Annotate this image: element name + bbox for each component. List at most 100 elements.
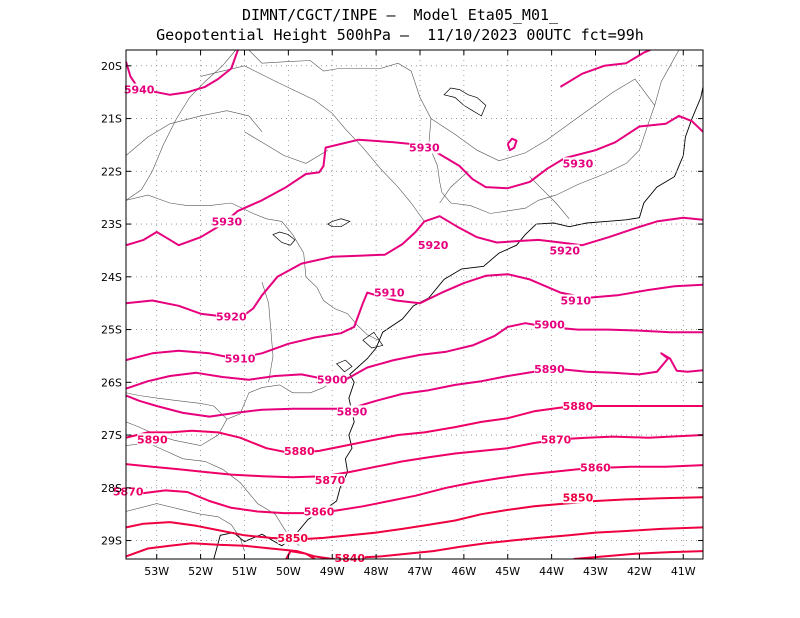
contour-label: 5890 xyxy=(337,405,368,418)
state-border xyxy=(244,131,328,164)
state-border xyxy=(430,78,655,162)
axis-ticks: 53W 52W 51W 50W 49W 48W 47W 46W 45W 44W 43W 42W 41W 2… xyxy=(101,50,703,578)
chart-title-line2: Geopotential Height 500hPa – 11/10/2023 … xyxy=(156,26,644,44)
contour-label: 5850 xyxy=(563,491,594,504)
x-tick-label: 41W xyxy=(671,565,696,578)
contour-label-bg xyxy=(374,286,405,299)
contour-label-bg xyxy=(534,363,565,376)
contour-label: 5910 xyxy=(560,295,591,308)
contour-5920 xyxy=(126,215,703,318)
contour-label-bg xyxy=(534,318,565,331)
contour-5930-north-east- xyxy=(559,50,651,88)
contour-5930-west- xyxy=(126,114,703,247)
contour-label-bg xyxy=(562,491,593,504)
state-border xyxy=(126,194,379,341)
contour-label-bg xyxy=(334,551,365,564)
lake-outline xyxy=(443,87,487,117)
contour-label: 5930 xyxy=(409,142,440,155)
contour-label: 5900 xyxy=(317,374,348,387)
contour-5900 xyxy=(126,322,703,390)
contour-label-bg xyxy=(211,215,242,228)
state-border xyxy=(126,376,349,420)
y-tick-label: 20S xyxy=(101,60,122,73)
state-border xyxy=(261,282,274,383)
x-tick-label: 49W xyxy=(320,565,345,578)
plot-frame xyxy=(125,49,704,560)
contour-layer xyxy=(126,50,703,559)
map-layer xyxy=(126,50,703,559)
contour-label: 5890 xyxy=(137,433,168,446)
contour-label-bg xyxy=(113,485,144,498)
contour-label: 5900 xyxy=(534,318,565,331)
state-border xyxy=(200,65,425,222)
state-border xyxy=(126,110,263,156)
x-tick-label: 52W xyxy=(188,565,213,578)
x-tick-label: 45W xyxy=(495,565,520,578)
state-border xyxy=(126,442,300,547)
contour-label: 5860 xyxy=(580,462,611,475)
contour-label: 5930 xyxy=(212,215,243,228)
y-tick-label: 25S xyxy=(101,324,122,337)
x-tick-label: 42W xyxy=(627,565,652,578)
contour-label-bg xyxy=(336,405,367,418)
contour-label: 5910 xyxy=(225,353,256,366)
contour-label-bg xyxy=(418,239,449,252)
contour-label-bg xyxy=(549,244,580,257)
contour-label: 5870 xyxy=(113,485,144,498)
contour-label: 5920 xyxy=(216,310,247,323)
contour-5870 xyxy=(126,434,703,479)
x-tick-label: 53W xyxy=(144,565,169,578)
contour-label-bg xyxy=(409,141,440,154)
contour-5910 xyxy=(126,273,703,362)
contour-label: 5940 xyxy=(124,84,155,97)
contour-label: 5870 xyxy=(541,433,572,446)
contour-label: 5910 xyxy=(374,287,405,300)
state-border xyxy=(126,503,245,552)
contour-label-bg xyxy=(124,83,155,96)
lake-outline xyxy=(327,218,351,228)
contour-label-bg xyxy=(225,352,256,365)
y-tick-label: 21S xyxy=(101,113,122,126)
x-tick-label: 47W xyxy=(408,565,433,578)
contour-label: 5930 xyxy=(563,157,594,170)
contour-5880 xyxy=(126,405,703,455)
lake-outline xyxy=(335,359,353,373)
x-tick-label: 50W xyxy=(276,565,301,578)
y-tick-label: 24S xyxy=(101,271,122,284)
contour-label-bg xyxy=(277,531,308,544)
contour-label-layer: 5940 5930 5930 5930 5920 5920 5920 5910 5910 5910… xyxy=(113,83,611,565)
contour-5930-island- xyxy=(506,137,518,152)
lake-outline xyxy=(362,331,384,349)
x-tick-label: 48W xyxy=(364,565,389,578)
contour-label: 5850 xyxy=(277,532,308,545)
contour-label: 5860 xyxy=(304,506,335,519)
contour-label-bg xyxy=(562,157,593,170)
chart-title-line1: DIMNT/CGCT/INPE – Model Eta05_M01_ xyxy=(241,6,559,24)
x-tick-label: 46W xyxy=(451,565,476,578)
contour-label-bg xyxy=(315,473,346,486)
contour-5830 xyxy=(573,550,703,559)
x-tick-label: 44W xyxy=(539,565,564,578)
contour-label: 5840 xyxy=(334,552,365,565)
contour-label-bg xyxy=(562,400,593,413)
y-tick-label: 29S xyxy=(101,535,122,548)
y-tick-label: 23S xyxy=(101,218,122,231)
y-tick-label: 22S xyxy=(101,165,122,178)
state-border xyxy=(126,50,236,201)
x-tick-label: 51W xyxy=(232,565,257,578)
y-tick-label: 27S xyxy=(101,429,122,442)
contour-label-bg xyxy=(560,294,591,307)
contour-5840 xyxy=(126,526,703,559)
x-tick-label: 43W xyxy=(583,565,608,578)
contour-label: 5870 xyxy=(315,474,346,487)
contour-5850 xyxy=(126,496,703,541)
gridlines xyxy=(126,50,703,559)
contour-5940 xyxy=(126,50,239,96)
contour-label: 5920 xyxy=(418,239,449,252)
contour-5890 xyxy=(126,352,703,418)
contour-label: 5880 xyxy=(284,445,315,458)
state-border xyxy=(248,50,680,214)
contour-label: 5920 xyxy=(549,244,580,257)
contour-label-bg xyxy=(304,505,335,518)
